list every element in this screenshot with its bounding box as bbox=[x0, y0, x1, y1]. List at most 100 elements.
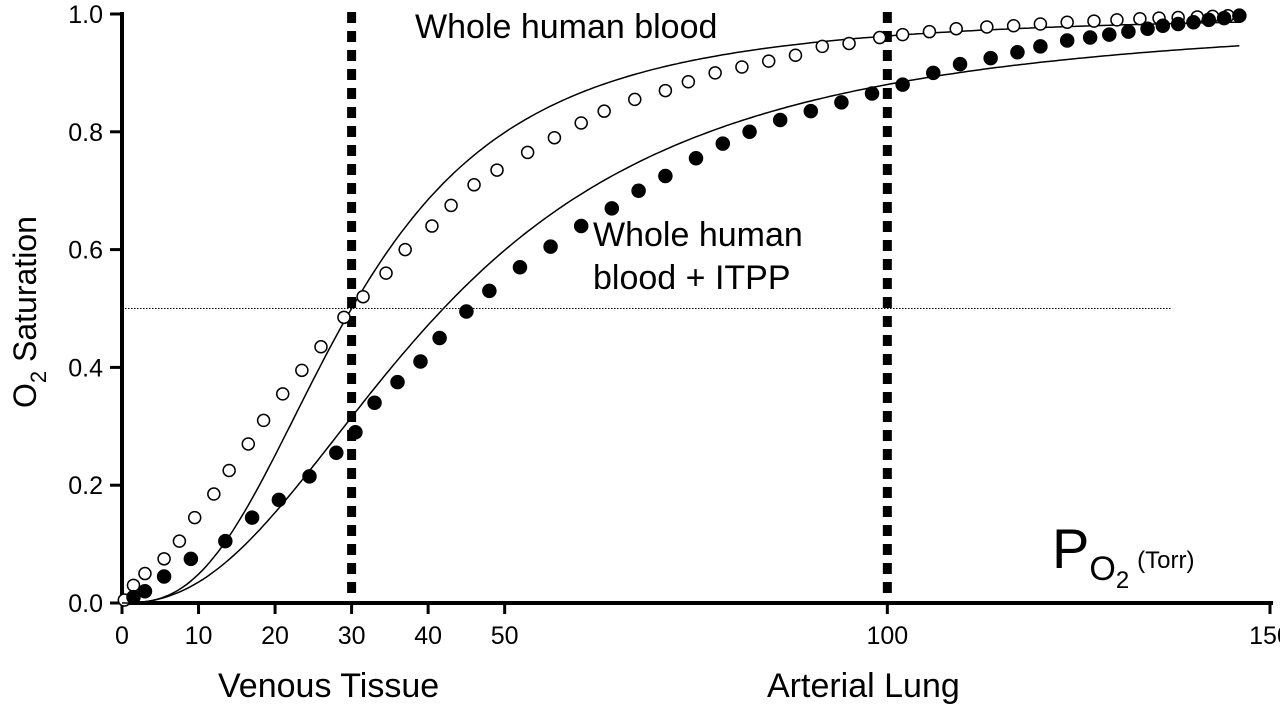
series-2-point bbox=[1059, 33, 1075, 48]
series-2-point bbox=[302, 469, 317, 484]
series-1-point bbox=[1033, 17, 1048, 31]
series-2-point bbox=[183, 551, 199, 567]
series-2-point bbox=[864, 86, 880, 101]
y-tick-label: 0.2 bbox=[68, 472, 103, 500]
series-2-point bbox=[983, 50, 998, 66]
series-1-point bbox=[1006, 19, 1021, 33]
series-1-point bbox=[980, 20, 994, 34]
series-1-point bbox=[658, 83, 673, 98]
series-2-point bbox=[834, 95, 849, 110]
series-2-point bbox=[543, 239, 558, 254]
series-1-point bbox=[398, 242, 412, 257]
x-tick-label: 40 bbox=[414, 622, 442, 650]
series-1-curve bbox=[122, 21, 1240, 604]
y-tick-label: 0.6 bbox=[68, 237, 103, 265]
series-2-point bbox=[926, 65, 941, 81]
series-1-point bbox=[872, 30, 887, 45]
x-tick-label: 0 bbox=[115, 622, 129, 650]
series-1-point bbox=[922, 24, 937, 39]
series-1-point bbox=[444, 198, 458, 213]
series-1-point bbox=[187, 510, 202, 525]
x-tick-label: 10 bbox=[185, 622, 213, 650]
series-2-point bbox=[1232, 8, 1247, 24]
series-2-point bbox=[512, 260, 528, 275]
series-2-point bbox=[1102, 27, 1117, 42]
y-axis-title: O2 Saturation bbox=[7, 216, 51, 408]
series-2-point bbox=[631, 183, 646, 198]
series-1-point bbox=[490, 163, 504, 177]
series-1-point bbox=[708, 66, 722, 80]
series-2-point bbox=[137, 583, 153, 599]
series-2-point bbox=[1155, 18, 1171, 34]
series-2-point bbox=[390, 374, 405, 390]
series-1-point bbox=[520, 145, 535, 160]
series-1-point bbox=[275, 387, 290, 401]
series-1-point bbox=[126, 578, 141, 593]
arterial-lung-label: Arterial Lung bbox=[767, 667, 960, 705]
y-tick-label: 0.0 bbox=[68, 590, 103, 618]
series-1 bbox=[117, 8, 1247, 607]
series-1-point bbox=[788, 48, 803, 62]
x-tick-label: 100 bbox=[866, 622, 908, 650]
series-2-point bbox=[772, 112, 788, 128]
annotation-whole-blood: Whole human blood bbox=[415, 8, 717, 46]
series-1-point bbox=[681, 74, 696, 89]
y-tick-label: 0.8 bbox=[68, 119, 103, 147]
series-2-point bbox=[1140, 21, 1155, 36]
series-2-point bbox=[742, 124, 757, 140]
series-2-point bbox=[348, 424, 363, 440]
reference-lines bbox=[122, 12, 1171, 603]
series-2-point bbox=[715, 136, 731, 151]
series-1-point bbox=[295, 363, 309, 378]
series-2-point bbox=[329, 445, 344, 461]
series-1-point bbox=[597, 104, 611, 118]
series-2-point bbox=[1033, 39, 1048, 54]
series-1-point bbox=[842, 36, 856, 51]
series-1-point bbox=[356, 289, 370, 304]
series-1-point bbox=[815, 39, 830, 54]
series-1-point bbox=[337, 310, 351, 325]
x-axis-title: PO2(Torr) bbox=[1052, 517, 1195, 594]
series-1-point bbox=[1110, 13, 1124, 27]
series-1-point bbox=[949, 21, 963, 36]
series-2-point bbox=[1201, 12, 1217, 28]
series-1-point bbox=[1060, 15, 1074, 29]
series-2-point bbox=[895, 77, 910, 92]
series-1-point bbox=[314, 340, 328, 354]
series-2-point bbox=[459, 304, 474, 319]
series-2-point bbox=[604, 201, 620, 216]
series-1-point bbox=[895, 27, 910, 42]
series-2-point bbox=[271, 492, 287, 508]
series-2-point bbox=[1170, 16, 1186, 32]
series-1-point bbox=[157, 552, 171, 566]
series-2-point bbox=[952, 56, 968, 72]
series-1-point bbox=[207, 487, 221, 501]
series-2-point bbox=[1121, 24, 1136, 39]
series-1-point bbox=[761, 54, 776, 68]
series-2-point bbox=[156, 569, 172, 584]
series-2-point bbox=[688, 151, 704, 166]
annotation-itpp-line1: Whole human bbox=[593, 216, 803, 254]
series-1-point bbox=[379, 266, 393, 280]
series-1-point bbox=[222, 463, 236, 478]
x-tick-label: 20 bbox=[261, 622, 289, 650]
axis-ticks: 0 10 20 30 40 50 100 150 0.0 0.2 0.4 0.6 0.8 1.0 bbox=[68, 1, 1280, 650]
series-2 bbox=[122, 8, 1247, 605]
series-2-point bbox=[1010, 45, 1025, 60]
series-1-point bbox=[467, 178, 481, 192]
series-2-point bbox=[218, 533, 233, 549]
series-2-point bbox=[244, 510, 260, 525]
series-1-point bbox=[256, 413, 271, 428]
series-1-point bbox=[425, 219, 439, 233]
series-1-point bbox=[1133, 11, 1147, 26]
y-tick-label: 1.0 bbox=[68, 1, 103, 29]
series-1-point bbox=[574, 116, 588, 130]
series-2-point bbox=[1082, 30, 1098, 45]
series-2-point bbox=[482, 283, 497, 299]
series-2-point bbox=[126, 589, 141, 605]
y-tick-label: 0.4 bbox=[68, 354, 103, 382]
venous-tissue-label: Venous Tissue bbox=[218, 667, 439, 705]
series-2-point bbox=[367, 395, 382, 410]
x-tick-label: 30 bbox=[338, 622, 366, 650]
